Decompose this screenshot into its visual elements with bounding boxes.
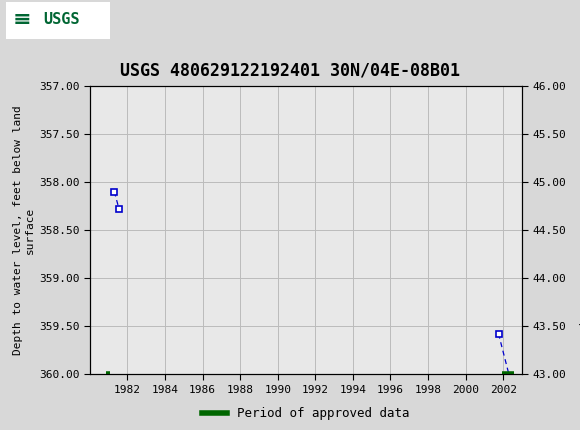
Y-axis label: Groundwater level above NGVD 1929, feet: Groundwater level above NGVD 1929, feet	[577, 98, 580, 362]
Text: ≡: ≡	[13, 9, 31, 31]
Text: USGS 480629122192401 30N/04E-08B01: USGS 480629122192401 30N/04E-08B01	[120, 62, 460, 80]
Bar	[6, 2, 110, 39]
Text: USGS: USGS	[44, 12, 80, 27]
Legend: Period of approved data: Period of approved data	[197, 402, 415, 425]
Y-axis label: Depth to water level, feet below land
surface: Depth to water level, feet below land su…	[13, 105, 35, 355]
